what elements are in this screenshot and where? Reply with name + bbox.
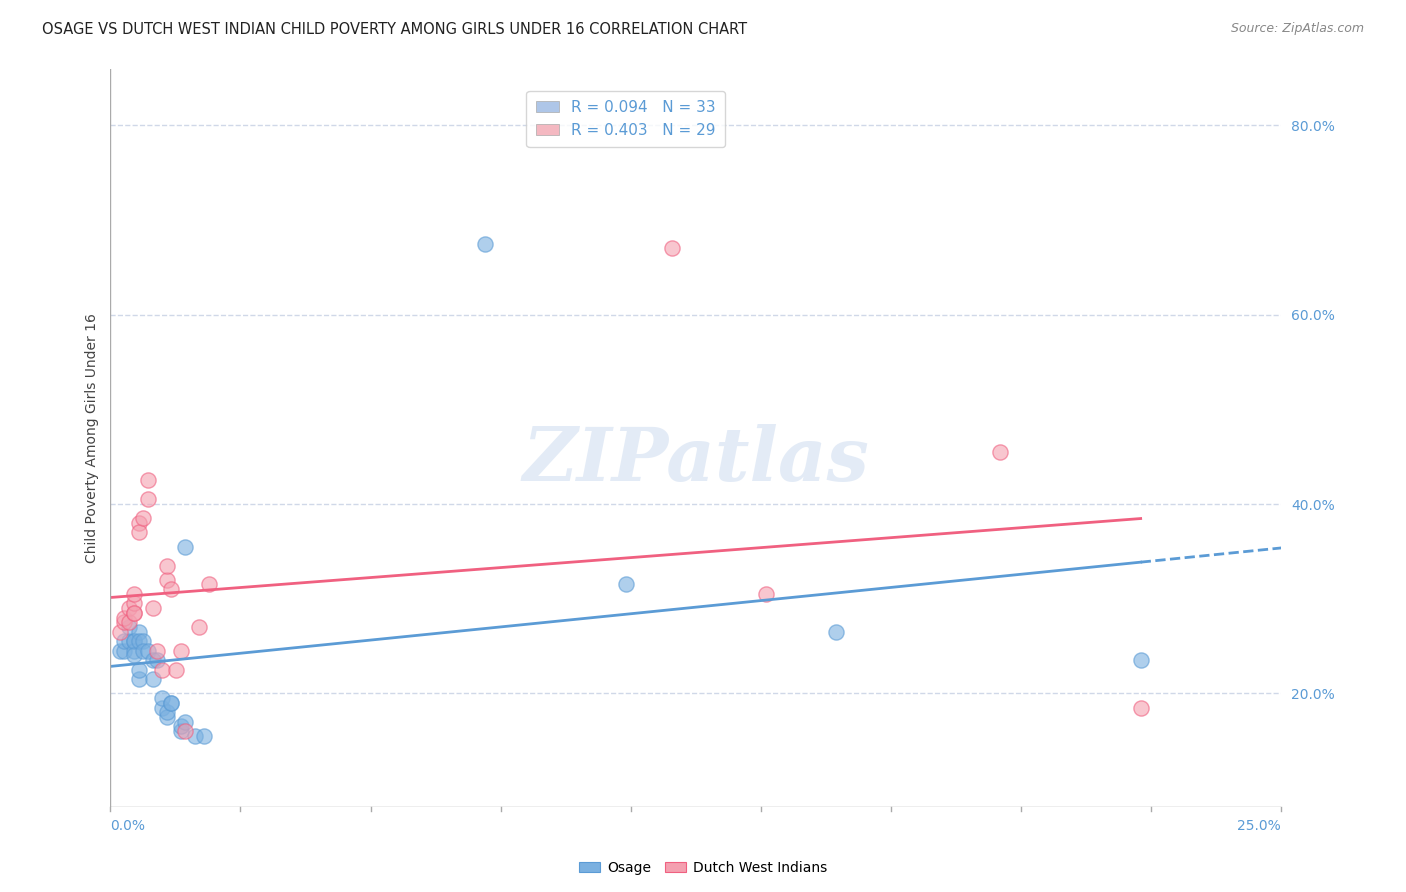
Point — [183, 729, 205, 743]
Point — [136, 473, 159, 487]
Point — [136, 492, 159, 507]
Point — [155, 573, 177, 587]
Point — [197, 577, 219, 591]
Legend: R = 0.094   N = 33, R = 0.403   N = 29: R = 0.094 N = 33, R = 0.403 N = 29 — [526, 91, 724, 147]
Point — [122, 596, 145, 610]
Point — [174, 724, 197, 739]
Point — [165, 663, 187, 677]
Point — [150, 700, 173, 714]
Point — [118, 620, 141, 634]
Point — [122, 587, 145, 601]
Point — [160, 696, 183, 710]
Point — [128, 624, 150, 639]
Text: OSAGE VS DUTCH WEST INDIAN CHILD POVERTY AMONG GIRLS UNDER 16 CORRELATION CHART: OSAGE VS DUTCH WEST INDIAN CHILD POVERTY… — [42, 22, 748, 37]
Point — [118, 601, 141, 615]
Point — [169, 644, 191, 658]
Point — [118, 615, 141, 630]
Point — [825, 624, 848, 639]
Point — [1129, 653, 1152, 667]
Point — [128, 672, 150, 686]
Point — [155, 558, 177, 573]
Point — [150, 663, 173, 677]
Point — [160, 696, 183, 710]
Point — [174, 714, 197, 729]
Point — [142, 601, 165, 615]
Point — [118, 634, 141, 648]
Point — [122, 606, 145, 620]
Point — [146, 644, 169, 658]
Point — [128, 663, 150, 677]
Point — [114, 644, 136, 658]
Point — [755, 587, 778, 601]
Point — [136, 644, 159, 658]
Point — [142, 653, 165, 667]
Point — [114, 615, 136, 630]
Point — [155, 710, 177, 724]
Point — [614, 577, 637, 591]
Point — [169, 719, 191, 733]
Point — [122, 634, 145, 648]
Point — [474, 236, 496, 251]
Point — [128, 525, 150, 540]
Point — [128, 516, 150, 530]
Point — [188, 620, 211, 634]
Point — [155, 706, 177, 720]
Text: Source: ZipAtlas.com: Source: ZipAtlas.com — [1230, 22, 1364, 36]
Point — [108, 644, 131, 658]
Point — [114, 634, 136, 648]
Point — [1129, 700, 1152, 714]
Point — [160, 582, 183, 597]
Point — [174, 540, 197, 554]
Point — [122, 634, 145, 648]
Point — [108, 624, 131, 639]
Point — [132, 511, 155, 525]
Point — [128, 634, 150, 648]
Point — [150, 691, 173, 706]
Point — [661, 241, 683, 255]
Point — [169, 724, 191, 739]
Point — [988, 445, 1011, 459]
Point — [122, 644, 145, 658]
Point — [122, 648, 145, 663]
Point — [122, 606, 145, 620]
Point — [146, 653, 169, 667]
Point — [132, 644, 155, 658]
Text: ZIPatlas: ZIPatlas — [523, 424, 869, 496]
Point — [193, 729, 215, 743]
Point — [142, 672, 165, 686]
Text: 0.0%: 0.0% — [111, 819, 145, 833]
Legend: Osage, Dutch West Indians: Osage, Dutch West Indians — [574, 855, 832, 880]
Point — [114, 610, 136, 624]
Point — [132, 634, 155, 648]
Y-axis label: Child Poverty Among Girls Under 16: Child Poverty Among Girls Under 16 — [86, 313, 100, 563]
Text: 25.0%: 25.0% — [1237, 819, 1281, 833]
